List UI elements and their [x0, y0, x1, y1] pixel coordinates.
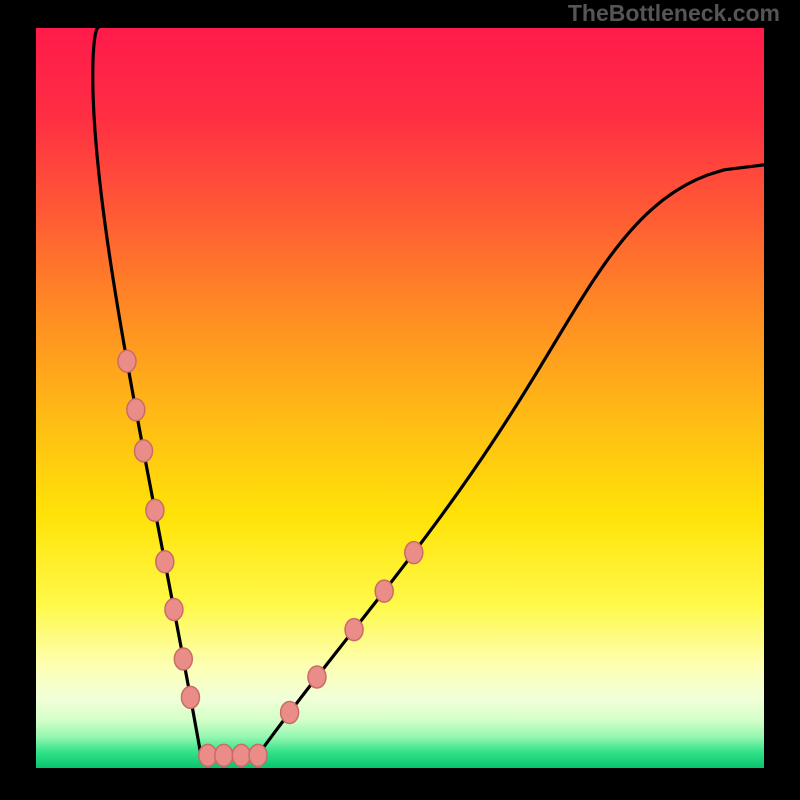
watermark-text: TheBottleneck.com — [568, 0, 780, 27]
chart-root: TheBottleneck.com — [0, 0, 800, 800]
plot-frame — [36, 28, 764, 768]
heat-gradient-background — [36, 28, 764, 768]
